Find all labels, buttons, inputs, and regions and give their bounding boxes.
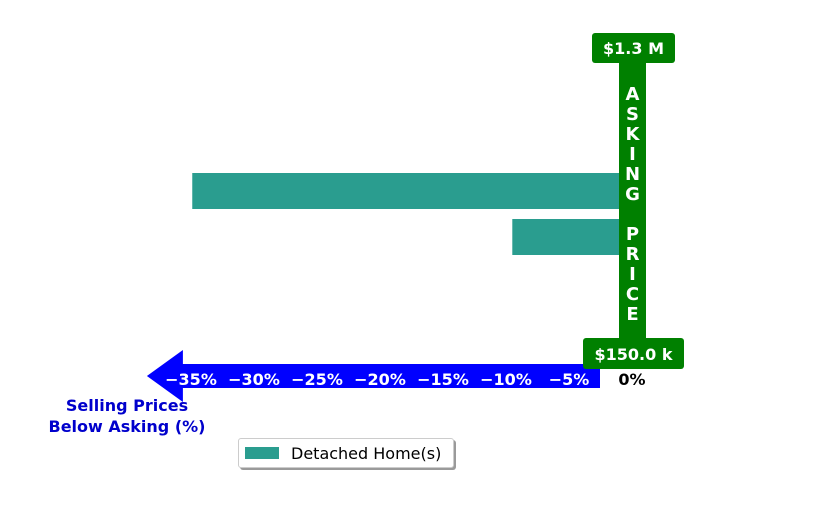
x-tick-label: −20%: [354, 370, 406, 389]
x-axis-arrow: [146, 350, 600, 402]
x-tick-label: −25%: [291, 370, 343, 389]
asking-price-letter: S: [626, 104, 639, 125]
asking-price-letter: A: [626, 84, 640, 105]
x-tick-label: −15%: [417, 370, 469, 389]
price-bottom-badge: $150.0 k: [583, 338, 684, 369]
price-top-badge: $1.3 M: [592, 33, 675, 63]
legend-swatch: [245, 447, 279, 459]
x-tick-labels: −35% −30% −25% −20% −15% −10% −5%: [165, 370, 589, 389]
asking-price-letter: I: [629, 264, 636, 285]
price-bottom-label: $150.0 k: [595, 345, 673, 364]
price-top-label: $1.3 M: [603, 39, 664, 58]
asking-price-letter: P: [626, 224, 639, 245]
asking-price-letter: E: [626, 304, 638, 325]
bars: [192, 173, 632, 255]
legend: Detached Home(s): [238, 438, 454, 468]
x-tick-label: −5%: [549, 370, 590, 389]
asking-price-letter: G: [625, 184, 640, 205]
asking-price-letter: N: [625, 164, 640, 185]
asking-price-letter: C: [626, 284, 639, 305]
x-axis-label: Selling Prices Below Asking (%): [49, 396, 206, 436]
x-tick-label: −30%: [228, 370, 280, 389]
x-tick-label: −35%: [165, 370, 217, 389]
bar: [512, 219, 632, 255]
bar: [192, 173, 632, 209]
asking-price-letter: I: [629, 144, 636, 165]
asking-price-bar: [619, 62, 646, 340]
x-tick-label: −10%: [480, 370, 532, 389]
asking-price-letter: R: [626, 244, 640, 265]
legend-label: Detached Home(s): [291, 443, 442, 463]
asking-price-letter: K: [626, 124, 641, 145]
zero-tick-label: 0%: [618, 370, 645, 389]
